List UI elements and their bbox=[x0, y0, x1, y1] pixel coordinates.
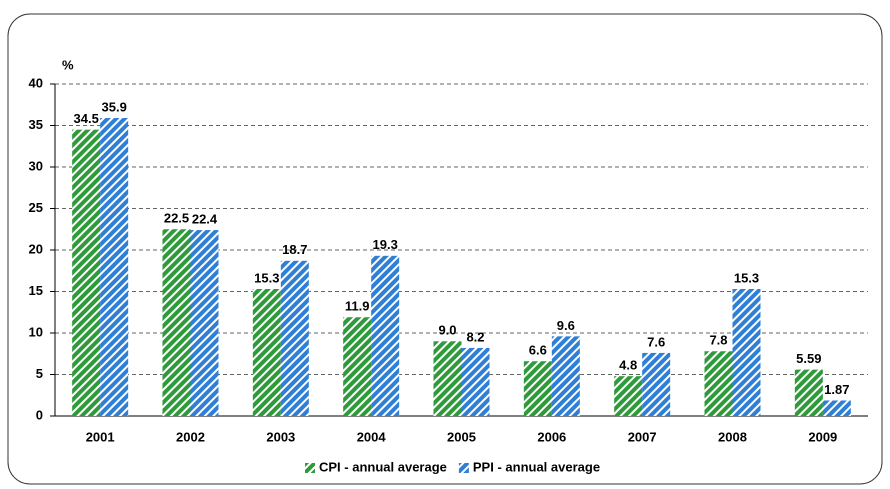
bar bbox=[822, 400, 851, 416]
legend-label: CPI - annual average bbox=[319, 459, 447, 474]
x-tick-label: 2009 bbox=[808, 429, 837, 444]
bar bbox=[343, 317, 372, 416]
x-tick-label: 2001 bbox=[86, 429, 115, 444]
value-label: 18.7 bbox=[282, 242, 307, 257]
value-label: 19.3 bbox=[373, 237, 398, 252]
value-label: 9.0 bbox=[438, 323, 456, 338]
value-label: 9.6 bbox=[557, 318, 575, 333]
y-tick-label: 0 bbox=[36, 407, 43, 422]
x-tick-label: 2005 bbox=[447, 429, 476, 444]
x-tick-label: 2006 bbox=[537, 429, 566, 444]
value-label: 15.3 bbox=[734, 270, 759, 285]
x-tick-label: 2007 bbox=[628, 429, 657, 444]
y-tick-label: 40 bbox=[29, 75, 43, 90]
value-label: 22.5 bbox=[164, 211, 189, 226]
value-label: 7.6 bbox=[647, 334, 665, 349]
x-tick-label: 2004 bbox=[357, 429, 387, 444]
bar bbox=[72, 129, 101, 416]
value-label: 34.5 bbox=[74, 111, 99, 126]
bar bbox=[704, 351, 733, 416]
y-tick-label: 35 bbox=[29, 117, 43, 132]
bar bbox=[280, 260, 309, 416]
y-tick-label: 20 bbox=[29, 241, 43, 256]
bar bbox=[162, 229, 191, 416]
value-label: 6.6 bbox=[529, 343, 547, 358]
value-label: 4.8 bbox=[619, 358, 637, 373]
y-tick-label: 10 bbox=[29, 324, 43, 339]
y-tick-label: 15 bbox=[29, 283, 43, 298]
x-tick-label: 2003 bbox=[266, 429, 295, 444]
value-label: 22.4 bbox=[192, 212, 218, 227]
bar bbox=[614, 376, 643, 416]
value-label: 5.59 bbox=[796, 351, 821, 366]
value-label: 8.2 bbox=[466, 329, 484, 344]
value-label: 11.9 bbox=[345, 299, 370, 314]
bar bbox=[642, 352, 671, 416]
bar bbox=[371, 255, 400, 416]
y-tick-label: 30 bbox=[29, 158, 43, 173]
bar bbox=[461, 347, 490, 416]
value-label: 15.3 bbox=[254, 270, 279, 285]
bar bbox=[551, 336, 580, 416]
x-tick-label: 2002 bbox=[176, 429, 205, 444]
bar bbox=[732, 289, 761, 416]
bar bbox=[794, 369, 823, 416]
bar bbox=[523, 361, 552, 416]
legend-swatch bbox=[458, 463, 469, 473]
bar bbox=[252, 289, 281, 416]
value-label: 7.8 bbox=[709, 333, 727, 348]
bar bbox=[433, 341, 462, 416]
y-tick-label: 25 bbox=[29, 200, 43, 215]
y-axis-label: % bbox=[62, 57, 74, 72]
y-tick-label: 5 bbox=[36, 366, 43, 381]
value-label: 35.9 bbox=[102, 99, 127, 114]
legend-swatch bbox=[305, 463, 315, 473]
value-label: 1.87 bbox=[824, 382, 849, 397]
bar bbox=[190, 230, 219, 416]
bar bbox=[100, 118, 129, 416]
x-tick-label: 2008 bbox=[718, 429, 747, 444]
legend-label: PPI - annual average bbox=[473, 459, 600, 474]
